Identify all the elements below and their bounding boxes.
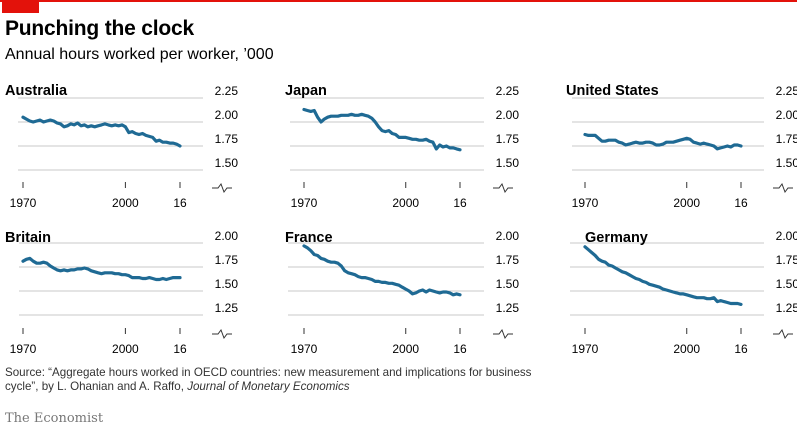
germany-x-tick-label: 1970 <box>572 342 599 356</box>
australia-x-tick-label: 1970 <box>10 196 37 210</box>
united-states-y-tick-label: 1.50 <box>776 156 797 170</box>
japan-y-tick-label: 1.75 <box>496 132 520 146</box>
germany-y-tick-label: 1.75 <box>776 253 797 267</box>
france-panel-label: France <box>285 230 333 246</box>
japan-series-line <box>302 107 462 152</box>
france-y-tick-label: 2.00 <box>496 229 520 243</box>
japan-y-tick-label: 2.00 <box>496 108 520 122</box>
source-note: Source: “Aggregate hours worked in OECD … <box>5 366 565 394</box>
source-journal: Journal of Monetary Economics <box>187 380 350 393</box>
united-states-x-tick-label: 1970 <box>572 196 599 210</box>
australia-axis-break <box>212 182 232 194</box>
france-axis-break <box>493 328 513 340</box>
japan-axis-break <box>493 182 513 194</box>
united-states-series-line <box>583 132 743 151</box>
united-states-y-tick-label: 2.25 <box>776 84 797 98</box>
japan-y-tick-label: 1.50 <box>496 156 520 170</box>
united-states-y-tick-label: 2.00 <box>776 108 797 122</box>
britain-x-tick-label: 1970 <box>10 342 37 356</box>
britain-series-line <box>21 256 182 282</box>
australia-y-tick-label: 2.25 <box>215 84 239 98</box>
germany-y-tick-label: 1.25 <box>776 301 797 315</box>
britain-x-tick-label: 16 <box>173 342 187 356</box>
france-series-line <box>302 244 462 297</box>
japan-panel-label: Japan <box>285 83 327 99</box>
germany-x-tick-label: 16 <box>734 342 748 356</box>
britain-y-tick-label: 1.50 <box>215 277 239 291</box>
united-states-x-tick-label: 16 <box>734 196 748 210</box>
france-y-tick-label: 1.75 <box>496 253 520 267</box>
small-multiples-charts: 2.25 2.00 1.75 1.50 1970 2000 16 Australia 2.25 2… <box>5 83 797 356</box>
united-states-y-tick-label: 1.75 <box>776 132 797 146</box>
united-states-x-tick-label: 2000 <box>673 196 700 210</box>
japan-x-tick-label: 16 <box>453 196 467 210</box>
chart-subtitle: Annual hours worked per worker, ’000 <box>5 46 274 63</box>
japan-x-tick-label: 2000 <box>392 196 419 210</box>
britain-y-tick-label: 1.75 <box>215 253 239 267</box>
france-x-tick-label: 16 <box>453 342 467 356</box>
accent-tag <box>2 0 39 13</box>
germany-x-tick-label: 2000 <box>673 342 700 356</box>
britain-axis-break <box>212 328 232 340</box>
britain-panel-label: Britain <box>5 230 51 246</box>
germany-series-line <box>583 245 743 306</box>
germany-y-tick-label: 2.00 <box>776 229 797 243</box>
united-states-axis-break <box>773 182 793 194</box>
japan-x-tick-label: 1970 <box>291 196 318 210</box>
germany-axis-break <box>773 328 793 340</box>
france-y-tick-label: 1.50 <box>496 277 520 291</box>
france-x-tick-label: 1970 <box>291 342 318 356</box>
australia-series-line <box>21 115 182 148</box>
australia-y-tick-label: 1.50 <box>215 156 239 170</box>
australia-panel-label: Australia <box>5 83 68 99</box>
australia-y-tick-label: 1.75 <box>215 132 239 146</box>
japan-y-tick-label: 2.25 <box>496 84 520 98</box>
germany-panel-label: Germany <box>585 230 648 246</box>
top-rule <box>0 0 797 2</box>
chart-title: Punching the clock <box>5 17 194 40</box>
brand-logo: The Economist <box>5 411 104 426</box>
germany-y-tick-label: 1.50 <box>776 277 797 291</box>
australia-x-tick-label: 16 <box>173 196 187 210</box>
britain-x-tick-label: 2000 <box>112 342 139 356</box>
france-x-tick-label: 2000 <box>392 342 419 356</box>
australia-x-tick-label: 2000 <box>112 196 139 210</box>
source-text: Source: “Aggregate hours worked in OECD … <box>5 366 532 393</box>
australia-y-tick-label: 2.00 <box>215 108 239 122</box>
britain-y-tick-label: 2.00 <box>215 229 239 243</box>
britain-y-tick-label: 1.25 <box>215 301 239 315</box>
france-y-tick-label: 1.25 <box>496 301 520 315</box>
united-states-panel-label: United States <box>566 83 659 99</box>
